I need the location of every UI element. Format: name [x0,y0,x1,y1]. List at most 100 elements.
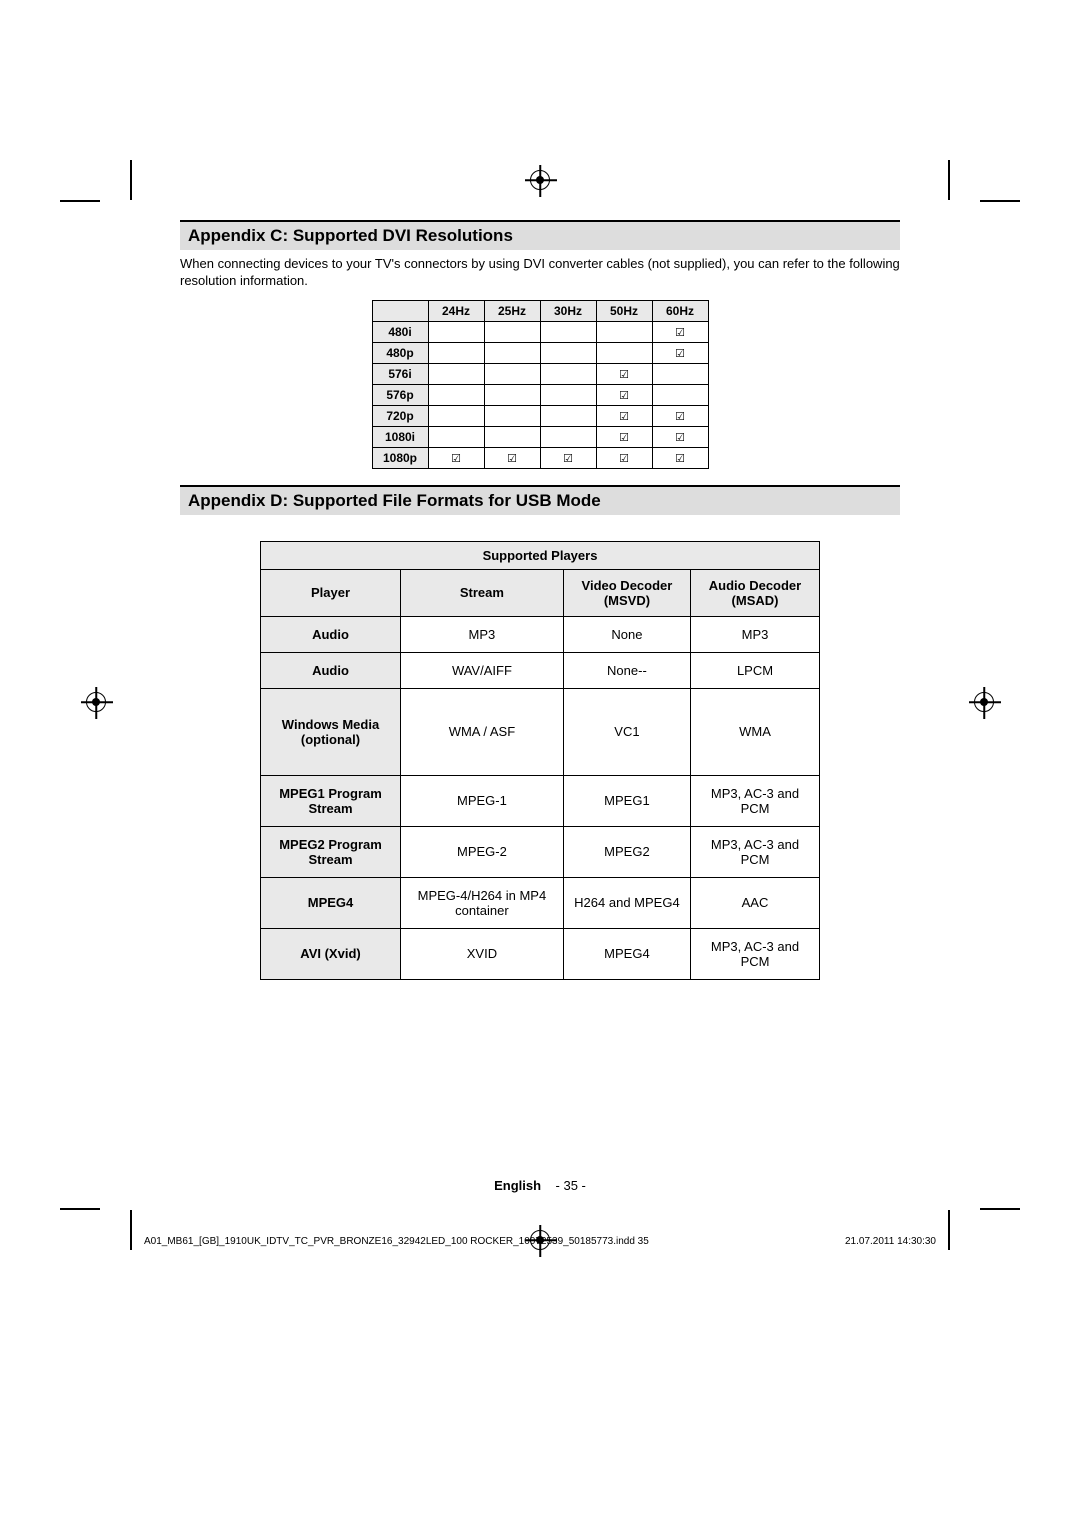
player-name: Windows Media (optional) [261,688,401,775]
table-cell: ☑ [652,405,708,426]
table-cell [484,363,540,384]
checkmark-icon: ☑ [675,327,685,339]
table-cell [428,363,484,384]
row-header: 480p [372,342,428,363]
table-cell: MP3 [401,616,564,652]
table-cell [540,363,596,384]
table-cell: ☑ [596,405,652,426]
crop-mark [130,1210,132,1250]
col-header: 30Hz [540,300,596,321]
table-cell: ☑ [652,426,708,447]
row-header: 1080i [372,426,428,447]
row-header: 1080p [372,447,428,468]
table-cell [484,342,540,363]
table-cell: MPEG1 [563,775,690,826]
table-cell [484,321,540,342]
player-name: MPEG4 [261,877,401,928]
col-header: 50Hz [596,300,652,321]
page-footer: English - 35 - [180,1178,900,1193]
table-cell: MPEG-4/H264 in MP4 container [401,877,564,928]
table-cell: VC1 [563,688,690,775]
checkmark-icon: ☑ [619,390,629,402]
registration-mark-icon [974,692,994,712]
player-name: MPEG1 Program Stream [261,775,401,826]
checkmark-icon: ☑ [563,453,573,465]
table-cell [540,384,596,405]
table-cell: ☑ [652,447,708,468]
appendix-d-heading: Appendix D: Supported File Formats for U… [180,485,900,515]
crop-mark [60,200,100,202]
appendix-c-heading: Appendix C: Supported DVI Resolutions [180,220,900,250]
table-cell: ☑ [540,447,596,468]
table-cell [540,405,596,426]
table-cell: ☑ [596,363,652,384]
checkmark-icon: ☑ [619,369,629,381]
table-cell [428,342,484,363]
checkmark-icon: ☑ [619,453,629,465]
table-cell [484,384,540,405]
table-cell: MP3, AC-3 and PCM [691,775,820,826]
table-cell: ☑ [652,321,708,342]
row-header: 576i [372,363,428,384]
table-cell [652,363,708,384]
table-cell: ☑ [596,384,652,405]
table-cell: ☑ [428,447,484,468]
crop-mark [980,1208,1020,1210]
row-header: 720p [372,405,428,426]
table-cell [596,342,652,363]
table-cell [428,321,484,342]
supported-players-table: Supported Players Player Stream Video De… [260,541,820,980]
table-cell: WAV/AIFF [401,652,564,688]
table-cell: WMA / ASF [401,688,564,775]
print-slug: A01_MB61_[GB]_1910UK_IDTV_TC_PVR_BRONZE1… [144,1236,936,1247]
table-cell [484,405,540,426]
table-cell [540,342,596,363]
col-header: 24Hz [428,300,484,321]
col-header: Video Decoder (MSVD) [563,569,690,616]
col-header: Stream [401,569,564,616]
row-header: 480i [372,321,428,342]
crop-mark [948,1210,950,1250]
checkmark-icon: ☑ [507,453,517,465]
table-cell: MP3, AC-3 and PCM [691,928,820,979]
table-cell [540,426,596,447]
table-cell: ☑ [596,447,652,468]
table-cell [652,384,708,405]
table-cell: ☑ [596,426,652,447]
table-cell [596,321,652,342]
table-cell: None-- [563,652,690,688]
players-title: Supported Players [261,541,820,569]
checkmark-icon: ☑ [619,411,629,423]
col-header: 60Hz [652,300,708,321]
crop-mark [130,160,132,200]
table-cell: XVID [401,928,564,979]
table-cell: H264 and MPEG4 [563,877,690,928]
registration-mark-icon [86,692,106,712]
table-cell: MP3 [691,616,820,652]
checkmark-icon: ☑ [619,432,629,444]
col-header: Audio Decoder (MSAD) [691,569,820,616]
table-cell: AAC [691,877,820,928]
table-cell: MP3, AC-3 and PCM [691,826,820,877]
checkmark-icon: ☑ [675,432,685,444]
table-cell [484,426,540,447]
appendix-c-desc: When connecting devices to your TV's con… [180,256,900,290]
col-header: 25Hz [484,300,540,321]
table-cell [540,321,596,342]
player-name: Audio [261,616,401,652]
table-cell [428,384,484,405]
checkmark-icon: ☑ [675,411,685,423]
row-header: 576p [372,384,428,405]
table-cell: WMA [691,688,820,775]
crop-mark [980,200,1020,202]
table-cell: MPEG-1 [401,775,564,826]
dvi-resolutions-table: 24Hz 25Hz 30Hz 50Hz 60Hz 480i ☑ 480p ☑ 576i ☑… [372,300,709,469]
footer-language: English [494,1178,541,1193]
table-cell [428,405,484,426]
slug-timestamp: 21.07.2011 14:30:30 [845,1236,936,1247]
table-cell: ☑ [484,447,540,468]
crop-mark [60,1208,100,1210]
player-name: Audio [261,652,401,688]
player-name: AVI (Xvid) [261,928,401,979]
page-content: Appendix C: Supported DVI Resolutions Wh… [180,220,900,980]
